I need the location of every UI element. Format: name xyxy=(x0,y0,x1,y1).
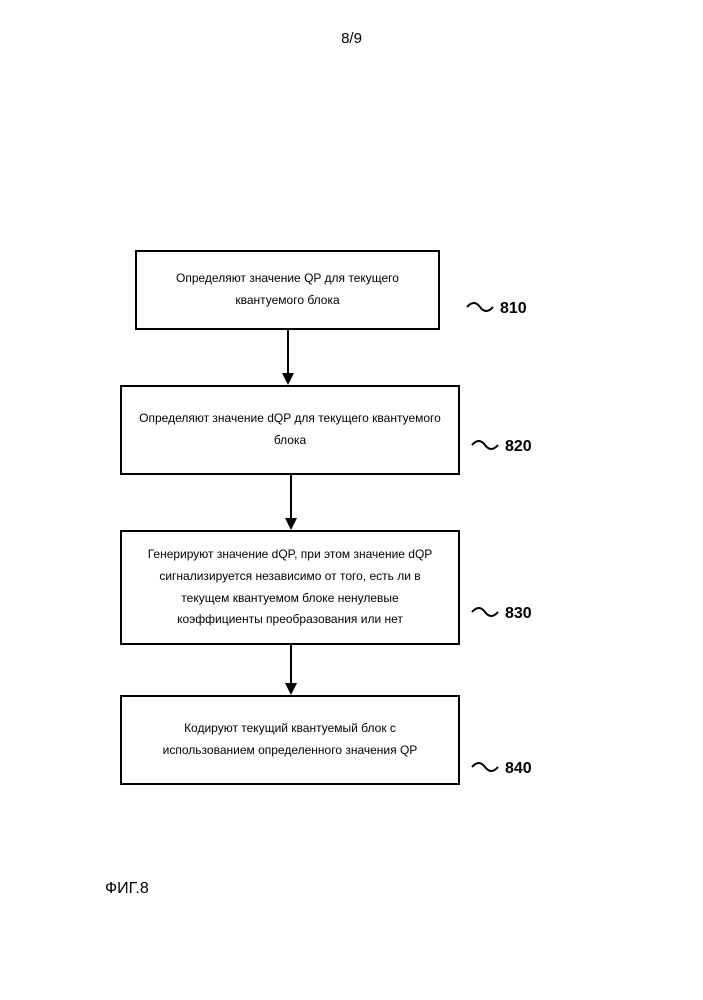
arrow-head-icon xyxy=(285,683,297,695)
flowchart-node-2: Определяют значение dQP для текущего ква… xyxy=(120,385,460,475)
arrow-line-1 xyxy=(287,330,289,375)
ref-label-830: 830 xyxy=(505,605,532,623)
ref-connector-icon xyxy=(470,602,500,622)
arrow-line-2 xyxy=(290,475,292,520)
flowchart-node-1: Определяют значение QP для текущего кван… xyxy=(135,250,440,330)
ref-label-820: 820 xyxy=(505,438,532,456)
arrow-line-3 xyxy=(290,645,292,685)
ref-label-840: 840 xyxy=(505,760,532,778)
ref-connector-icon xyxy=(465,297,495,317)
arrow-head-icon xyxy=(282,373,294,385)
arrow-head-icon xyxy=(285,518,297,530)
page-number: 8/9 xyxy=(0,30,703,47)
ref-connector-icon xyxy=(470,435,500,455)
ref-connector-icon xyxy=(470,757,500,777)
ref-label-810: 810 xyxy=(500,300,527,318)
flowchart-node-4: Кодируют текущий квантуемый блок с испол… xyxy=(120,695,460,785)
figure-label: ФИГ.8 xyxy=(105,880,149,898)
flowchart-node-3: Генерируют значение dQP, при этом значен… xyxy=(120,530,460,645)
